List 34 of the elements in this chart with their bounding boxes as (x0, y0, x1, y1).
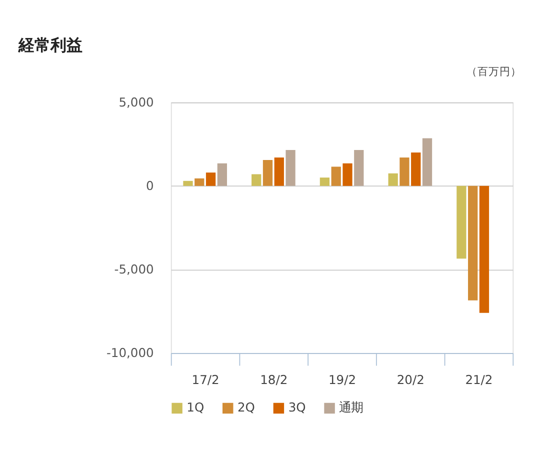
bar (456, 186, 466, 259)
bar (194, 178, 204, 186)
bar (411, 152, 421, 186)
bar (262, 160, 273, 186)
bar (388, 173, 398, 186)
bar (183, 180, 193, 186)
bar (342, 163, 352, 186)
bar (274, 158, 284, 186)
text: （百万円） (466, 66, 522, 78)
bar (400, 158, 410, 186)
legend-label: 2Q (238, 400, 255, 415)
bar (354, 150, 364, 186)
x-tick-label: 21/2 (465, 373, 493, 388)
legend-label: 1Q (186, 400, 204, 415)
x-tick-label: 20/2 (396, 373, 424, 388)
bar (479, 186, 490, 313)
bar (252, 174, 262, 186)
bar (217, 163, 227, 186)
bar (331, 166, 341, 186)
bar (468, 186, 478, 300)
y-tick-label: 0 (146, 178, 154, 193)
y-tick-label: 5,000 (118, 95, 154, 110)
x-tick-label: 19/2 (328, 373, 356, 388)
legend-label: 3Q (288, 400, 306, 415)
y-tick-label: -10,000 (106, 346, 154, 360)
bar (206, 172, 216, 186)
bar (320, 178, 330, 186)
legend-label: 通期 (339, 400, 364, 415)
x-tick-label: 18/2 (260, 373, 288, 388)
bar (422, 138, 432, 186)
x-tick-label: 17/2 (192, 373, 220, 388)
bar (286, 150, 296, 186)
chart-title: 経常利益 (17, 36, 82, 55)
y-tick-label: -5,000 (114, 262, 154, 276)
